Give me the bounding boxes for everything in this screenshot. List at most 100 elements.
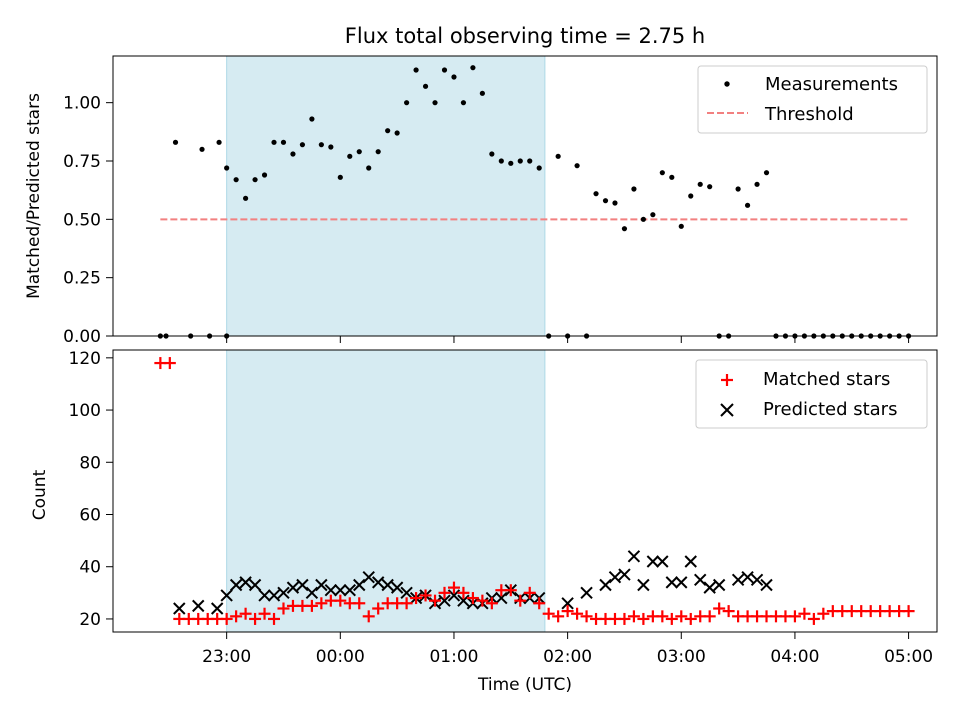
- predicted-star-point: [580, 586, 593, 600]
- measurement-point: [422, 83, 429, 89]
- legend-matched-label: Matched stars: [763, 369, 890, 390]
- predicted-star-point: [646, 555, 660, 568]
- legend-predicted-label: Predicted stars: [763, 399, 897, 420]
- matched-star-point: [788, 610, 801, 623]
- measurement-point: [280, 139, 287, 145]
- matched-star-point: [277, 602, 290, 615]
- matched-star-point: [703, 610, 716, 623]
- predicted-star-point: [334, 584, 347, 597]
- bottom-legend: Matched stars Predicted stars: [695, 359, 928, 429]
- matched-star-point: [230, 610, 243, 623]
- predicted-star-point: [173, 602, 186, 615]
- predicted-star-point: [618, 568, 631, 581]
- matched-star-point: [656, 610, 669, 623]
- predicted-star-point: [315, 578, 328, 592]
- top-ytick-label: 1.00: [63, 94, 101, 114]
- top-panel: 0.00 0.25 0.50 0.75 1.00 Matched/Predicted s…: [24, 55, 938, 347]
- matched-star-point: [485, 597, 498, 610]
- measurement-point: [517, 158, 523, 164]
- top-ytick-label: 0.00: [63, 327, 101, 347]
- legend-matched-marker: [721, 374, 733, 386]
- top-y-axis-label: Matched/Predicted stars: [24, 93, 44, 299]
- matched-star-point: [627, 610, 640, 623]
- matched-star-point: [817, 607, 830, 620]
- bottom-ytick-label: 40: [79, 558, 101, 578]
- measurement-point: [385, 128, 391, 134]
- matched-star-point: [353, 597, 366, 610]
- xtick-label: 03:00: [657, 647, 706, 667]
- measurement-point: [224, 165, 230, 171]
- predicted-star-point: [731, 573, 745, 586]
- predicted-star-point: [599, 578, 612, 592]
- measurement-point: [299, 142, 306, 148]
- predicted-star-point: [608, 570, 622, 584]
- measurement-point: [337, 174, 343, 180]
- predicted-star-point: [267, 589, 281, 602]
- matched-star-point: [675, 610, 688, 623]
- measurement-point: [697, 181, 703, 187]
- measurement-point: [318, 142, 324, 148]
- bottom-ytick-label: 20: [79, 610, 101, 630]
- predicted-star-point: [495, 591, 508, 605]
- measurement-point: [631, 186, 637, 192]
- predicted-star-point: [296, 578, 309, 592]
- bottom-ytick-label: 120: [69, 349, 101, 369]
- predicted-star-point: [760, 578, 773, 592]
- matched-star-point: [429, 594, 442, 607]
- top-legend-box: [697, 65, 928, 134]
- predicted-star-point: [362, 570, 375, 584]
- matched-star-point: [239, 607, 252, 620]
- bottom-legend-box: [695, 359, 928, 429]
- x-axis-label: Time (UTC): [477, 675, 572, 695]
- predicted-star-point: [741, 570, 754, 584]
- predicted-star-point: [665, 576, 679, 589]
- predicted-star-point: [192, 599, 205, 613]
- xtick-label: 02:00: [543, 647, 592, 667]
- matched-star-point: [807, 612, 820, 625]
- bottom-panel: 20 40 60 80 100 120 23:00 00:00 01:00 02:00 03:00…: [30, 349, 938, 695]
- predicted-star-point: [684, 555, 697, 568]
- measurement-point: [216, 139, 222, 145]
- measurement-point: [707, 184, 713, 190]
- predicted-star-point: [561, 597, 574, 610]
- measurement-point: [754, 181, 760, 187]
- measurement-point: [508, 160, 514, 166]
- measurement-point: [612, 200, 618, 206]
- matched-star-point: [798, 607, 811, 620]
- matched-star-point: [722, 605, 735, 618]
- matched-star-point: [542, 607, 555, 620]
- bottom-ytick-label: 60: [79, 506, 101, 526]
- predicted-star-point: [390, 581, 404, 594]
- predicted-star-point: [258, 589, 271, 602]
- measurement-point: [489, 151, 495, 157]
- measurement-point: [470, 65, 476, 71]
- matched-star-point: [713, 602, 726, 615]
- measurement-point: [688, 193, 694, 199]
- matched-star-point: [315, 597, 328, 610]
- predicted-star-point: [239, 576, 252, 589]
- legend-predicted-marker: [720, 403, 734, 417]
- matched-star-point: [504, 584, 517, 597]
- predicted-star-point: [343, 584, 356, 597]
- matched-star-point: [447, 581, 460, 594]
- matched-star-point: [163, 357, 176, 370]
- predicted-star-point: [248, 578, 262, 592]
- matched-star-point: [552, 610, 565, 623]
- measurement-point: [555, 153, 561, 159]
- xtick-label: 01:00: [429, 647, 478, 667]
- predicted-star-point: [694, 573, 707, 586]
- measurement-point: [441, 67, 448, 73]
- xtick-label: 23:00: [202, 647, 251, 667]
- measurement-point: [536, 165, 542, 171]
- matched-star-point: [476, 594, 489, 607]
- matched-star-point: [362, 610, 375, 623]
- legend-threshold-label: Threshold: [764, 104, 854, 125]
- measurement-point: [735, 186, 741, 192]
- measurement-point: [602, 198, 609, 204]
- measurement-point: [460, 100, 467, 106]
- measurement-point: [593, 191, 599, 197]
- top-ytick-label: 0.75: [63, 152, 101, 172]
- measurement-point: [356, 149, 362, 155]
- measurement-point: [640, 216, 646, 222]
